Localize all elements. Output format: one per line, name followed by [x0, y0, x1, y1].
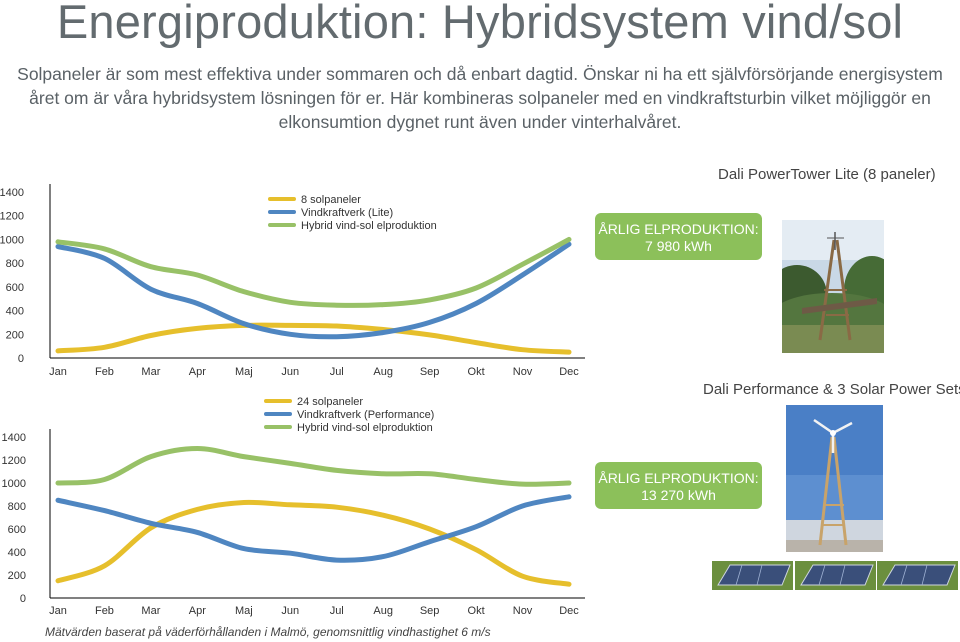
x-tick-label: Jun [281, 605, 299, 617]
legend-label: Hybrid vind-sol elproduktion [301, 220, 437, 232]
x-tick-label: Jul [330, 605, 344, 617]
y-tick-label: 1000 [2, 478, 26, 490]
x-tick-label: Feb [95, 605, 114, 617]
y-tick-label: 800 [6, 258, 24, 270]
y-tick-label: 0 [20, 593, 26, 605]
solar-panel-set-3 [877, 561, 958, 590]
y-tick-label: 800 [8, 501, 26, 513]
series-line-solar [55, 499, 572, 587]
x-tick-label: Jan [49, 366, 67, 378]
legend-label: 24 solpaneler [297, 396, 363, 408]
intro-line-1: Solpaneler är som mest effektiva under s… [17, 64, 943, 84]
solar-panel-image-1 [712, 561, 793, 590]
series-line-wind [55, 494, 572, 563]
series-line-wind [55, 241, 572, 340]
product-name-lite: Dali PowerTower Lite (8 paneler) [718, 166, 936, 183]
y-tick-label: 600 [8, 524, 26, 536]
x-tick-label: Aug [373, 605, 393, 617]
powertower-lite-image [782, 220, 884, 353]
chart-lite: 0 200 400 600 800 1000 1200 1400 Jan Feb Mar Apr Maj… [0, 184, 585, 378]
x-tick-label: Mar [141, 366, 160, 378]
legend-label: Vindkraftverk (Lite) [301, 207, 393, 219]
y-tick-label: 400 [8, 547, 26, 559]
badge-label-performance: ÅRLIG ELPRODUKTION: [598, 470, 759, 486]
intro-text: Solpaneler är som mest effektiva under s… [0, 62, 960, 134]
solar-panel-image-2 [795, 561, 876, 590]
annual-production-badge-lite: ÅRLIG ELPRODUKTION: 7 980 kWh [595, 213, 762, 260]
x-tick-label: Dec [559, 366, 579, 378]
y-tick-label: 1000 [0, 234, 24, 246]
x-tick-label: Jun [281, 366, 299, 378]
y-tick-label: 1200 [2, 455, 26, 467]
solar-panel-set-1 [712, 561, 793, 590]
x-tick-label: Mar [141, 605, 160, 617]
footnote: Mätvärden baserat på väderförhållanden i… [45, 625, 491, 639]
performance-turbine-photo [786, 405, 883, 552]
y-tick-label: 200 [6, 329, 24, 341]
legend-label: 8 solpaneler [301, 194, 361, 206]
x-tick-label: Maj [235, 605, 253, 617]
x-tick-label: Sep [420, 605, 440, 617]
x-tick-label: Apr [189, 366, 206, 378]
page-title: Energiproduktion: Hybridsystem vind/sol [56, 0, 904, 48]
legend-label: Vindkraftverk (Performance) [297, 409, 434, 421]
y-tick-label: 600 [6, 282, 24, 294]
x-tick-label: Okt [468, 605, 485, 617]
legend-label: Hybrid vind-sol elproduktion [297, 422, 433, 434]
x-tick-label: Nov [513, 366, 533, 378]
y-tick-label: 1200 [0, 211, 24, 223]
y-tick-label: 0 [18, 353, 24, 365]
badge-value-lite: 7 980 kWh [645, 238, 712, 254]
x-tick-label: Apr [189, 605, 206, 617]
annual-production-badge-performance: ÅRLIG ELPRODUKTION: 13 270 kWh [595, 462, 762, 509]
intro-line-2: året om är våra hybridsystem lösningen f… [29, 88, 931, 108]
powertower-lite-photo [782, 220, 884, 353]
y-tick-label: 200 [8, 570, 26, 582]
x-tick-label: Nov [513, 605, 533, 617]
x-tick-label: Maj [235, 366, 253, 378]
y-tick-label: 1400 [2, 432, 26, 444]
performance-turbine-image [786, 405, 883, 552]
chart-performance: 0 200 400 600 800 1000 1200 1400 Jan Feb Mar Apr Maj… [2, 396, 585, 617]
x-tick-label: Jan [49, 605, 67, 617]
solar-panel-set-2 [795, 561, 876, 590]
solar-panel-image-3 [877, 561, 958, 590]
series-line-solar [55, 322, 572, 355]
product-name-performance: Dali Performance & 3 Solar Power Sets [703, 381, 960, 398]
badge-value-performance: 13 270 kWh [641, 487, 716, 503]
x-tick-label: Dec [559, 605, 579, 617]
y-tick-label: 1400 [0, 187, 24, 199]
series-line-hybrid [55, 236, 572, 308]
x-tick-label: Aug [373, 366, 393, 378]
badge-label-lite: ÅRLIG ELPRODUKTION: [598, 221, 759, 237]
y-tick-label: 400 [6, 306, 24, 318]
x-tick-label: Okt [468, 366, 485, 378]
x-tick-label: Jul [330, 366, 344, 378]
x-tick-label: Feb [95, 366, 114, 378]
series-line-hybrid [55, 445, 572, 487]
intro-line-3: elkonsumtion dygnet runt även under vint… [278, 112, 682, 132]
x-tick-label: Sep [420, 366, 440, 378]
